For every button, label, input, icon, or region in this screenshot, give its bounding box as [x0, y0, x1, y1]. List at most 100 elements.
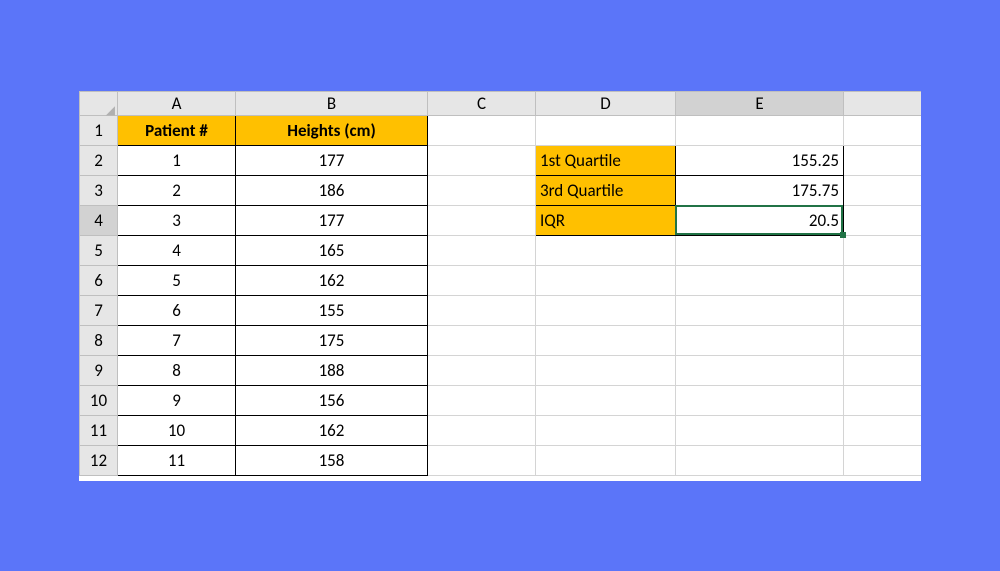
row-1: 1 Patient # Heights (cm): [80, 116, 922, 146]
cell-B2[interactable]: 177: [236, 146, 428, 176]
row-11: 11 10 162: [80, 416, 922, 446]
cell-E8[interactable]: [676, 326, 844, 356]
cell-C10[interactable]: [428, 386, 536, 416]
cell-C8[interactable]: [428, 326, 536, 356]
row-header-4[interactable]: 4: [80, 206, 118, 236]
cell-B4[interactable]: 177: [236, 206, 428, 236]
cell-E11[interactable]: [676, 416, 844, 446]
cell-E7[interactable]: [676, 296, 844, 326]
row-header-8[interactable]: 8: [80, 326, 118, 356]
cell-A9[interactable]: 8: [118, 356, 236, 386]
cell-A10[interactable]: 9: [118, 386, 236, 416]
cell-C3[interactable]: [428, 176, 536, 206]
cell-E1[interactable]: [676, 116, 844, 146]
select-all-corner[interactable]: [80, 92, 118, 116]
cell-A3[interactable]: 2: [118, 176, 236, 206]
cell-D7[interactable]: [536, 296, 676, 326]
cell-F7[interactable]: [844, 296, 922, 326]
cell-F2[interactable]: [844, 146, 922, 176]
row-5: 5 4 165: [80, 236, 922, 266]
row-header-11[interactable]: 11: [80, 416, 118, 446]
cell-C2[interactable]: [428, 146, 536, 176]
cell-D1[interactable]: [536, 116, 676, 146]
cell-B5[interactable]: 165: [236, 236, 428, 266]
cell-D3[interactable]: 3rd Quartile: [536, 176, 676, 206]
row-header-3[interactable]: 3: [80, 176, 118, 206]
cell-E3[interactable]: 175.75: [676, 176, 844, 206]
row-9: 9 8 188: [80, 356, 922, 386]
cell-E10[interactable]: [676, 386, 844, 416]
col-header-E[interactable]: E: [676, 92, 844, 116]
spreadsheet[interactable]: A B C D E 1 Patient # Heights (cm) 2 1 1…: [79, 91, 921, 481]
cell-D10[interactable]: [536, 386, 676, 416]
cell-B1[interactable]: Heights (cm): [236, 116, 428, 146]
cell-D2[interactable]: 1st Quartile: [536, 146, 676, 176]
cell-B7[interactable]: 155: [236, 296, 428, 326]
row-2: 2 1 177 1st Quartile 155.25: [80, 146, 922, 176]
row-header-5[interactable]: 5: [80, 236, 118, 266]
cell-C12[interactable]: [428, 446, 536, 476]
cell-A1[interactable]: Patient #: [118, 116, 236, 146]
cell-F9[interactable]: [844, 356, 922, 386]
cell-C7[interactable]: [428, 296, 536, 326]
row-10: 10 9 156: [80, 386, 922, 416]
cell-A6[interactable]: 5: [118, 266, 236, 296]
cell-A5[interactable]: 4: [118, 236, 236, 266]
row-header-10[interactable]: 10: [80, 386, 118, 416]
cell-E12[interactable]: [676, 446, 844, 476]
cell-D5[interactable]: [536, 236, 676, 266]
cell-D12[interactable]: [536, 446, 676, 476]
cell-A7[interactable]: 6: [118, 296, 236, 326]
cell-C11[interactable]: [428, 416, 536, 446]
cell-C1[interactable]: [428, 116, 536, 146]
grid-table: A B C D E 1 Patient # Heights (cm) 2 1 1…: [79, 91, 921, 476]
cell-B10[interactable]: 156: [236, 386, 428, 416]
cell-D4[interactable]: IQR: [536, 206, 676, 236]
cell-E4[interactable]: 20.5: [676, 206, 844, 236]
cell-A2[interactable]: 1: [118, 146, 236, 176]
col-header-B[interactable]: B: [236, 92, 428, 116]
row-header-2[interactable]: 2: [80, 146, 118, 176]
cell-E5[interactable]: [676, 236, 844, 266]
cell-C4[interactable]: [428, 206, 536, 236]
cell-D11[interactable]: [536, 416, 676, 446]
cell-F12[interactable]: [844, 446, 922, 476]
cell-B12[interactable]: 158: [236, 446, 428, 476]
row-header-7[interactable]: 7: [80, 296, 118, 326]
cell-F6[interactable]: [844, 266, 922, 296]
row-header-12[interactable]: 12: [80, 446, 118, 476]
cell-F3[interactable]: [844, 176, 922, 206]
row-header-6[interactable]: 6: [80, 266, 118, 296]
cell-C5[interactable]: [428, 236, 536, 266]
cell-F1[interactable]: [844, 116, 922, 146]
cell-F4[interactable]: [844, 206, 922, 236]
cell-D9[interactable]: [536, 356, 676, 386]
col-header-A[interactable]: A: [118, 92, 236, 116]
cell-B8[interactable]: 175: [236, 326, 428, 356]
cell-E6[interactable]: [676, 266, 844, 296]
cell-B9[interactable]: 188: [236, 356, 428, 386]
cell-F11[interactable]: [844, 416, 922, 446]
cell-A8[interactable]: 7: [118, 326, 236, 356]
cell-B3[interactable]: 186: [236, 176, 428, 206]
cell-F10[interactable]: [844, 386, 922, 416]
cell-C6[interactable]: [428, 266, 536, 296]
cell-D8[interactable]: [536, 326, 676, 356]
cell-D6[interactable]: [536, 266, 676, 296]
cell-F5[interactable]: [844, 236, 922, 266]
cell-A4[interactable]: 3: [118, 206, 236, 236]
row-header-9[interactable]: 9: [80, 356, 118, 386]
row-3: 3 2 186 3rd Quartile 175.75: [80, 176, 922, 206]
cell-A11[interactable]: 10: [118, 416, 236, 446]
cell-E2[interactable]: 155.25: [676, 146, 844, 176]
cell-A12[interactable]: 11: [118, 446, 236, 476]
col-header-F[interactable]: [844, 92, 922, 116]
col-header-D[interactable]: D: [536, 92, 676, 116]
cell-E9[interactable]: [676, 356, 844, 386]
cell-C9[interactable]: [428, 356, 536, 386]
cell-B11[interactable]: 162: [236, 416, 428, 446]
row-header-1[interactable]: 1: [80, 116, 118, 146]
cell-B6[interactable]: 162: [236, 266, 428, 296]
cell-F8[interactable]: [844, 326, 922, 356]
col-header-C[interactable]: C: [428, 92, 536, 116]
